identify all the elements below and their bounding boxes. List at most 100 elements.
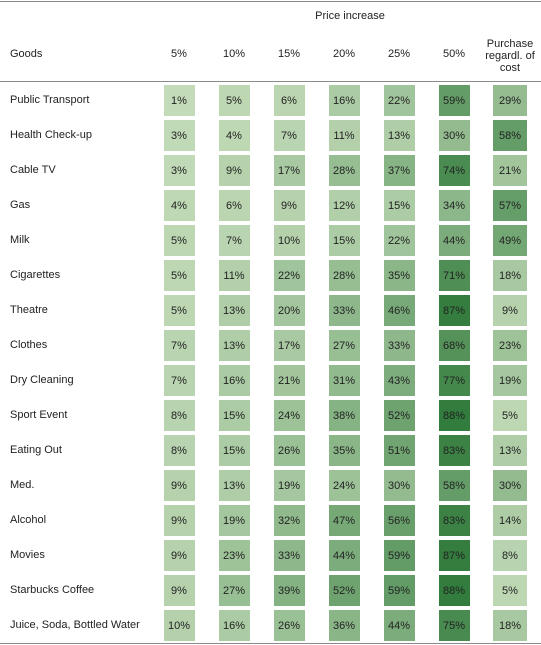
- row-label: Starbucks Coffee: [10, 584, 95, 596]
- heatmap-cell: 6%: [218, 190, 250, 221]
- column-header-6: Purchase regardl. of cost: [485, 38, 535, 74]
- heatmap-cell: 75%: [438, 610, 470, 641]
- heatmap-cell: 26%: [273, 435, 305, 466]
- column-header-2: 15%: [277, 48, 301, 60]
- bottom-rule: [0, 643, 541, 644]
- heatmap-cell: 71%: [438, 260, 470, 291]
- row-label: Clothes: [10, 339, 48, 351]
- heatmap-cell: 7%: [163, 330, 195, 361]
- heatmap-cell: 19%: [273, 470, 305, 501]
- heatmap-cell: 16%: [218, 365, 250, 396]
- heatmap-cell: 3%: [163, 155, 195, 186]
- heatmap-cell: 88%: [438, 400, 470, 431]
- heatmap-cell: 26%: [273, 610, 305, 641]
- heatmap-cell: 27%: [328, 330, 360, 361]
- heatmap-cell: 52%: [383, 400, 415, 431]
- heatmap-cell: 24%: [328, 470, 360, 501]
- heatmap-cell: 87%: [438, 295, 470, 326]
- heatmap-cell: 77%: [438, 365, 470, 396]
- heatmap-cell: 49%: [493, 225, 527, 256]
- column-header-3: 20%: [332, 48, 356, 60]
- heatmap-cell: 3%: [163, 120, 195, 151]
- heatmap-cell: 33%: [383, 330, 415, 361]
- heatmap-cell: 12%: [328, 190, 360, 221]
- row-label: Movies: [10, 549, 45, 561]
- heatmap-cell: 15%: [328, 225, 360, 256]
- heatmap-cell: 13%: [383, 120, 415, 151]
- heatmap-cell: 35%: [328, 435, 360, 466]
- top-rule: [0, 1, 541, 2]
- heatmap-cell: 74%: [438, 155, 470, 186]
- header-rule: [0, 81, 541, 82]
- heatmap-cell: 33%: [273, 540, 305, 571]
- heatmap-cell: 59%: [383, 540, 415, 571]
- heatmap-cell: 47%: [328, 505, 360, 536]
- heatmap-cell: 20%: [273, 295, 305, 326]
- heatmap-cell: 23%: [218, 540, 250, 571]
- heatmap-cell: 88%: [438, 575, 470, 606]
- row-label: Health Check-up: [10, 129, 92, 141]
- heatmap-cell: 5%: [493, 400, 527, 431]
- heatmap-cell: 15%: [218, 400, 250, 431]
- heatmap-cell: 5%: [163, 260, 195, 291]
- heatmap-cell: 16%: [328, 85, 360, 116]
- heatmap-cell: 13%: [218, 295, 250, 326]
- heatmap-cell: 24%: [273, 400, 305, 431]
- heatmap-cell: 9%: [163, 540, 195, 571]
- heatmap-cell: 44%: [383, 610, 415, 641]
- row-label: Juice, Soda, Bottled Water: [10, 619, 140, 631]
- heatmap-cell: 30%: [383, 470, 415, 501]
- heatmap-cell: 5%: [218, 85, 250, 116]
- heatmap-cell: 9%: [493, 295, 527, 326]
- heatmap-cell: 1%: [163, 85, 195, 116]
- heatmap-cell: 44%: [438, 225, 470, 256]
- row-label: Dry Cleaning: [10, 374, 74, 386]
- heatmap-cell: 13%: [218, 470, 250, 501]
- heatmap-cell: 43%: [383, 365, 415, 396]
- heatmap-cell: 38%: [328, 400, 360, 431]
- heatmap-cell: 8%: [163, 400, 195, 431]
- heatmap-cell: 21%: [273, 365, 305, 396]
- heatmap-cell: 32%: [273, 505, 305, 536]
- heatmap-cell: 9%: [163, 575, 195, 606]
- heatmap-cell: 9%: [218, 155, 250, 186]
- row-label: Gas: [10, 199, 31, 211]
- heatmap-cell: 22%: [273, 260, 305, 291]
- heatmap-cell: 28%: [328, 260, 360, 291]
- heatmap-cell: 7%: [218, 225, 250, 256]
- heatmap-cell: 16%: [218, 610, 250, 641]
- heatmap-cell: 59%: [438, 85, 470, 116]
- heatmap-cell: 8%: [493, 540, 527, 571]
- row-label: Public Transport: [10, 94, 90, 106]
- row-label: Cable TV: [10, 164, 56, 176]
- heatmap-cell: 27%: [218, 575, 250, 606]
- heatmap-cell: 28%: [328, 155, 360, 186]
- heatmap-cell: 31%: [328, 365, 360, 396]
- heatmap-cell: 30%: [438, 120, 470, 151]
- heatmap-cell: 18%: [493, 260, 527, 291]
- heatmap-cell: 10%: [273, 225, 305, 256]
- heatmap-cell: 4%: [218, 120, 250, 151]
- heatmap-cell: 6%: [273, 85, 305, 116]
- row-label: Alcohol: [10, 514, 47, 526]
- heatmap-cell: 37%: [383, 155, 415, 186]
- row-label: Sport Event: [10, 409, 68, 421]
- row-label: Cigarettes: [10, 269, 61, 281]
- heatmap-cell: 7%: [163, 365, 195, 396]
- heatmap-cell: 33%: [328, 295, 360, 326]
- heatmap-cell: 9%: [163, 505, 195, 536]
- heatmap-cell: 36%: [328, 610, 360, 641]
- heatmap-cell: 22%: [383, 85, 415, 116]
- column-header-0: 5%: [171, 48, 187, 60]
- heatmap-cell: 4%: [163, 190, 195, 221]
- heatmap-cell: 13%: [218, 330, 250, 361]
- row-label: Milk: [10, 234, 30, 246]
- heatmap-cell: 14%: [493, 505, 527, 536]
- heatmap-cell: 5%: [493, 575, 527, 606]
- heatmap-cell: 34%: [438, 190, 470, 221]
- heatmap-cell: 13%: [493, 435, 527, 466]
- heatmap-cell: 15%: [218, 435, 250, 466]
- heatmap-cell: 5%: [163, 295, 195, 326]
- heatmap-cell: 11%: [328, 120, 360, 151]
